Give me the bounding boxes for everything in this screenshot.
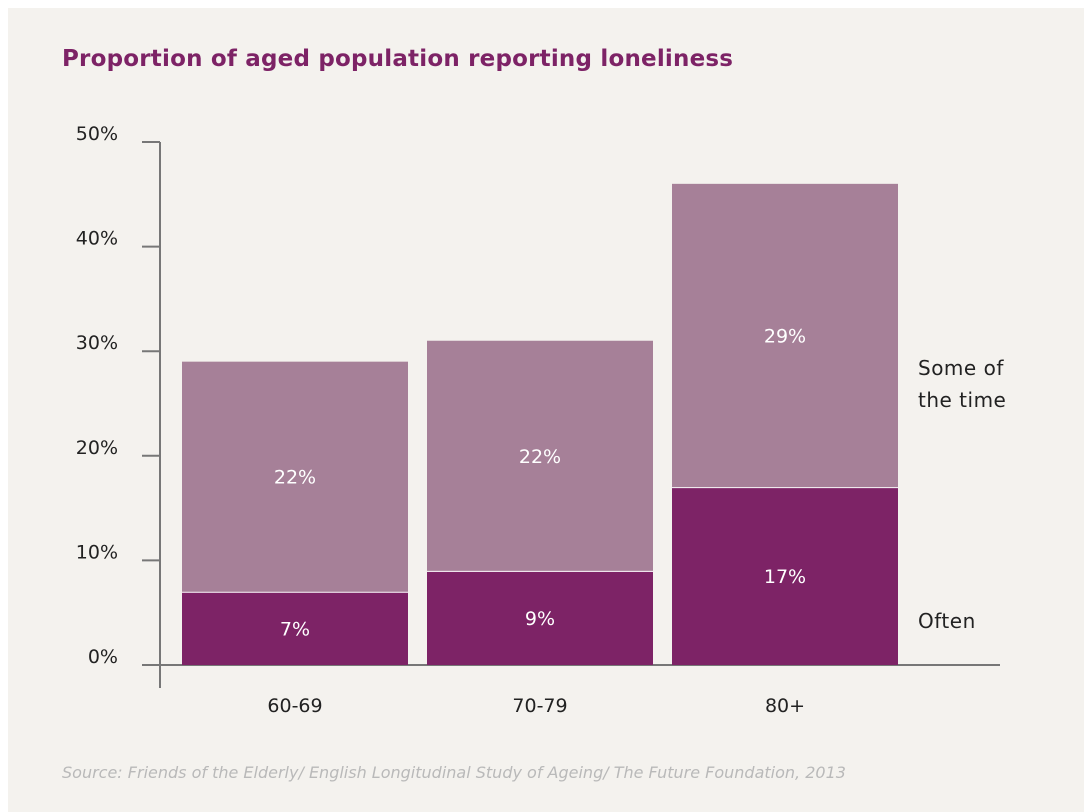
bar-segment xyxy=(672,487,898,665)
data-label: 22% xyxy=(519,446,561,468)
series-label: the time xyxy=(918,388,1006,412)
bar-segment xyxy=(182,591,408,665)
y-tick-label: 30% xyxy=(76,332,118,354)
x-tick-label: 60-69 xyxy=(267,695,322,717)
bar-segment xyxy=(182,361,408,592)
y-tick-label: 50% xyxy=(76,123,118,145)
x-tick-label: 70-79 xyxy=(512,695,567,717)
data-label: 7% xyxy=(280,618,310,640)
series-label: Often xyxy=(918,609,976,633)
x-tick-label: 80+ xyxy=(765,695,805,717)
source-note: Source: Friends of the Elderly/ English … xyxy=(62,763,846,782)
data-label: 9% xyxy=(525,608,555,630)
y-tick-label: 20% xyxy=(76,437,118,459)
bar-segment xyxy=(427,340,653,571)
y-tick-label: 10% xyxy=(76,541,118,563)
series-label: Some of xyxy=(918,356,1004,380)
bar-segment xyxy=(427,570,653,665)
data-label: 29% xyxy=(764,326,806,348)
bar-segment xyxy=(672,183,898,488)
y-tick-label: 0% xyxy=(88,646,118,668)
y-tick-label: 40% xyxy=(76,228,118,250)
chart-title: Proportion of aged population reporting … xyxy=(62,46,734,72)
data-label: 17% xyxy=(764,566,806,588)
data-label: 22% xyxy=(274,467,316,489)
